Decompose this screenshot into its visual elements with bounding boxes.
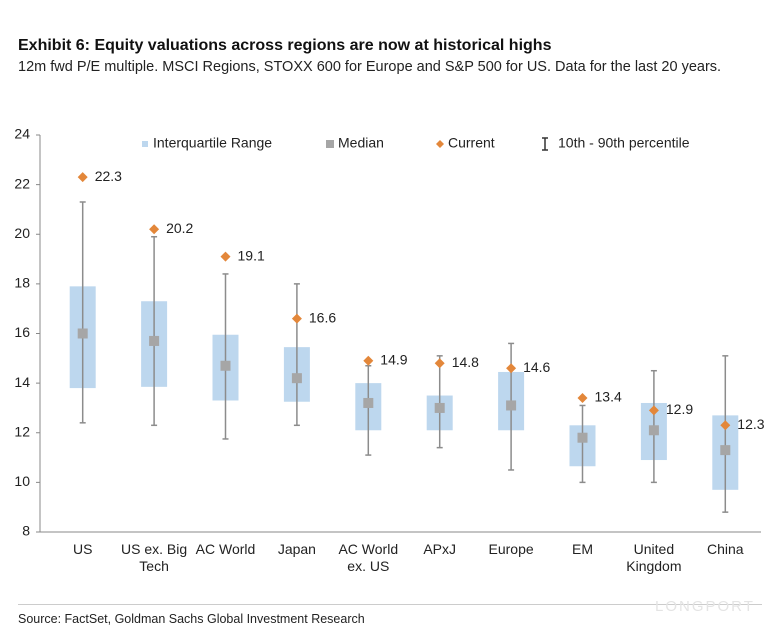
current-label: 14.6	[523, 359, 550, 375]
current-marker	[577, 393, 588, 404]
median-marker	[506, 400, 517, 411]
x-tick-label: US ex. Big Tech	[121, 541, 188, 574]
current-label: 12.3	[737, 416, 764, 432]
divider	[18, 604, 762, 605]
y-tick-label: 10	[14, 473, 30, 489]
x-tick-label: China	[707, 541, 744, 557]
current-label: 13.4	[595, 389, 622, 405]
median-marker	[291, 373, 302, 384]
y-tick-label: 12	[14, 423, 30, 439]
y-tick-label: 18	[14, 275, 30, 291]
current-marker	[506, 363, 517, 374]
median-marker	[77, 328, 88, 339]
current-label: 20.2	[166, 220, 193, 236]
watermark: LONGPORT	[655, 598, 755, 615]
x-tick-label: EM	[572, 541, 593, 557]
legend-label: 10th - 90th percentile	[558, 135, 690, 151]
current-label: 12.9	[666, 401, 693, 417]
current-label: 14.9	[380, 351, 407, 367]
legend-label: Interquartile Range	[153, 135, 272, 151]
x-tick-label: Japan	[277, 541, 316, 557]
current-marker	[363, 355, 374, 366]
current-label: 14.8	[452, 354, 479, 370]
legend-swatch	[326, 140, 334, 148]
current-label: 22.3	[95, 168, 122, 184]
source-note: Source: FactSet, Goldman Sachs Global In…	[18, 612, 365, 626]
median-marker	[720, 445, 731, 456]
median-marker	[149, 335, 160, 346]
current-marker	[149, 224, 160, 235]
x-tick-label: APxJ	[423, 541, 457, 557]
x-tick-label: US	[72, 541, 93, 557]
chart-title: Exhibit 6: Equity valuations across regi…	[18, 37, 552, 54]
y-tick-label: 16	[14, 324, 30, 340]
x-tick-label: United Kingdom	[626, 541, 682, 574]
legend-swatch	[142, 141, 148, 147]
legend-label: Current	[448, 135, 495, 151]
y-tick-label: 24	[14, 126, 30, 142]
legend-swatch	[436, 140, 444, 148]
x-tick-label: Europe	[488, 541, 534, 557]
median-marker	[577, 432, 588, 443]
y-tick-label: 8	[22, 523, 30, 539]
current-marker	[648, 405, 659, 416]
y-tick-label: 14	[14, 374, 30, 390]
current-marker	[720, 420, 731, 431]
current-marker	[77, 172, 88, 183]
y-tick-label: 20	[14, 225, 30, 241]
median-marker	[648, 425, 659, 436]
x-tick-label: AC World	[195, 541, 256, 557]
y-tick-label: 22	[14, 175, 30, 191]
current-marker	[220, 251, 231, 262]
chart-subtitle: 12m fwd P/E multiple. MSCI Regions, STOX…	[18, 59, 722, 75]
median-marker	[220, 360, 231, 371]
current-label: 16.6	[309, 309, 336, 325]
current-label: 19.1	[238, 247, 265, 263]
current-marker	[291, 313, 302, 324]
x-tick-label: AC World ex. US	[338, 541, 399, 574]
median-marker	[363, 397, 374, 408]
median-marker	[434, 402, 445, 413]
current-marker	[434, 358, 445, 369]
legend-label: Median	[338, 135, 384, 151]
